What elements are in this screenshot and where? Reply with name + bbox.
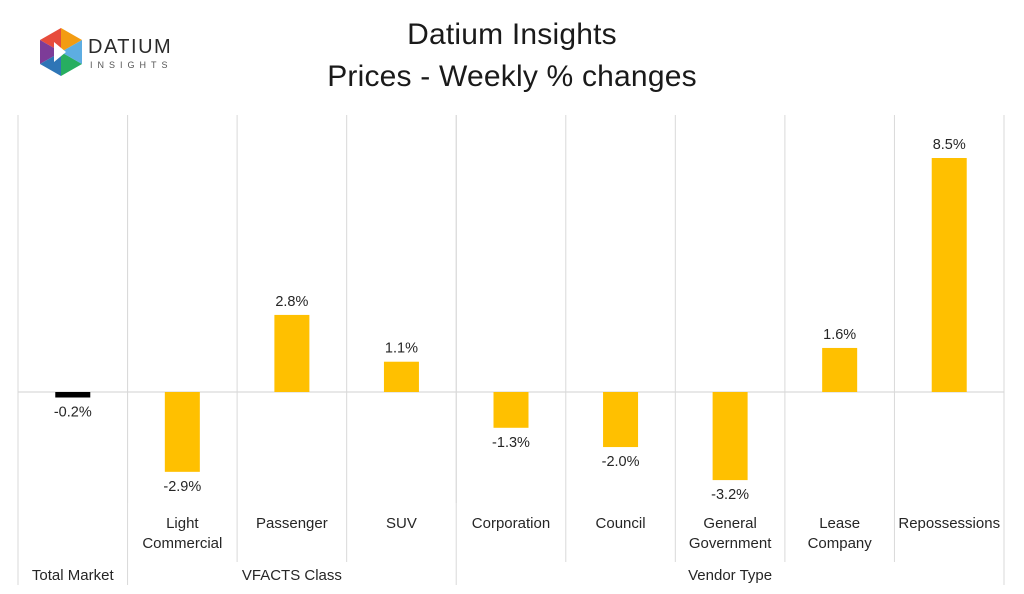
bar-7 bbox=[822, 347, 858, 392]
data-label-0: -0.2% bbox=[54, 405, 92, 421]
datium-cube-logo-icon bbox=[40, 28, 82, 76]
category-label-8: Repossessions bbox=[898, 515, 1000, 532]
datium-logo: DATIUM INSIGHTS bbox=[38, 26, 188, 82]
bar-2 bbox=[274, 314, 310, 392]
category-label-1: Light bbox=[166, 515, 199, 532]
category-label-7: Lease bbox=[819, 515, 860, 532]
data-label-4: -1.3% bbox=[492, 435, 530, 451]
bar-4 bbox=[493, 392, 529, 428]
bar-5 bbox=[603, 392, 639, 448]
chart-title-line-2: Prices - Weekly % changes bbox=[327, 60, 697, 93]
logo-tagline: INSIGHTS bbox=[90, 60, 173, 70]
data-label-7: 1.6% bbox=[823, 327, 856, 343]
group-label-0: Total Market bbox=[32, 567, 115, 584]
category-label-6: General bbox=[703, 515, 756, 532]
group-label-1: VFACTS Class bbox=[242, 567, 342, 584]
category-label-7: Company bbox=[808, 535, 873, 552]
data-label-3: 1.1% bbox=[385, 341, 418, 357]
data-label-5: -2.0% bbox=[602, 454, 640, 470]
bar-6 bbox=[712, 392, 748, 481]
category-label-3: SUV bbox=[386, 515, 417, 532]
chart-title: Datium Insights Prices - Weekly % change… bbox=[0, 14, 1024, 98]
category-label-4: Corporation bbox=[472, 515, 550, 532]
bar-0 bbox=[55, 392, 91, 398]
data-label-8: 8.5% bbox=[933, 137, 966, 153]
data-label-6: -3.2% bbox=[711, 487, 749, 503]
chart-title-line-1: Datium Insights bbox=[407, 18, 617, 51]
group-label-2: Vendor Type bbox=[688, 567, 772, 584]
category-label-1: Commercial bbox=[142, 535, 222, 552]
category-label-2: Passenger bbox=[256, 515, 328, 532]
bar-1 bbox=[164, 392, 200, 472]
bar-3 bbox=[383, 361, 419, 392]
category-label-6: Government bbox=[689, 535, 772, 552]
bar-8 bbox=[931, 158, 967, 392]
logo-name: DATIUM bbox=[88, 36, 173, 58]
data-label-1: -2.9% bbox=[163, 479, 201, 495]
data-label-2: 2.8% bbox=[275, 294, 308, 310]
category-label-5: Council bbox=[596, 515, 646, 532]
